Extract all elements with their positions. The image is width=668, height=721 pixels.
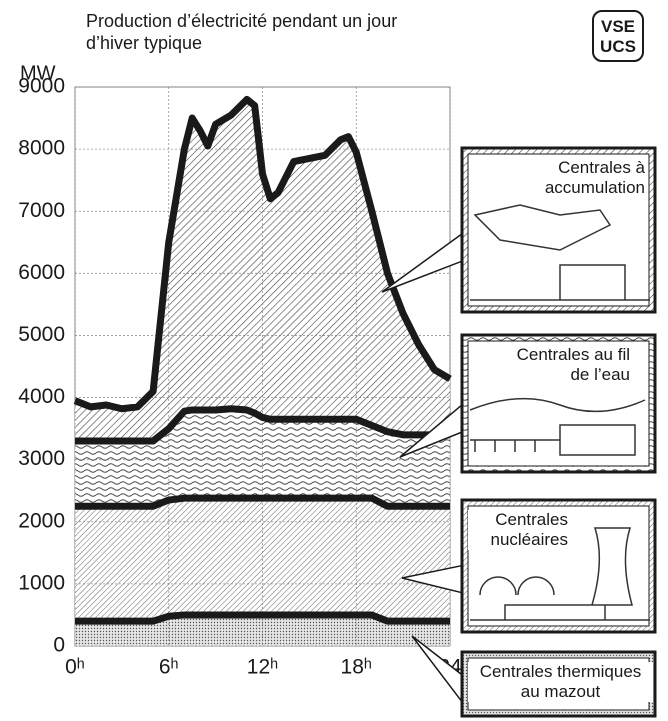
- legend-label: Centrales nucléaires: [468, 510, 568, 550]
- x-tick-label: 0ʰ: [65, 656, 85, 679]
- logo-line: UCS: [594, 37, 642, 57]
- chart-title: Production d’électricité pendant un jour…: [86, 10, 416, 54]
- y-tick-label: 3000: [18, 447, 65, 470]
- x-tick-label: 6ʰ: [159, 656, 179, 679]
- y-tick-label: 1000: [18, 571, 65, 594]
- y-tick-label: 6000: [18, 261, 65, 284]
- y-tick-label: 7000: [18, 199, 65, 222]
- x-tick-label: 18ʰ: [341, 656, 372, 679]
- y-tick-label: 2000: [18, 509, 65, 532]
- page: {"chart_data": {"type": "stacked-area", …: [0, 0, 668, 721]
- y-tick-label: 4000: [18, 385, 65, 408]
- plot: 0 1000 2000 3000 4000 5000 6000 7000 8000 9000 0ʰ 6…: [18, 75, 462, 679]
- legend-label: Centrales au fil de l’eau: [510, 345, 630, 385]
- logo-line: VSE: [594, 17, 642, 37]
- y-tick-label: 5000: [18, 323, 65, 346]
- logo: VSE UCS: [592, 10, 644, 62]
- legend-label: Centrales à accumulation: [490, 158, 645, 198]
- y-tick-label: 9000: [18, 75, 65, 98]
- y-tick-label: 0: [53, 634, 65, 657]
- y-tick-label: 8000: [18, 137, 65, 160]
- x-tick-label: 12ʰ: [247, 656, 278, 679]
- legend-label: Centrales thermiques au mazout: [468, 662, 653, 702]
